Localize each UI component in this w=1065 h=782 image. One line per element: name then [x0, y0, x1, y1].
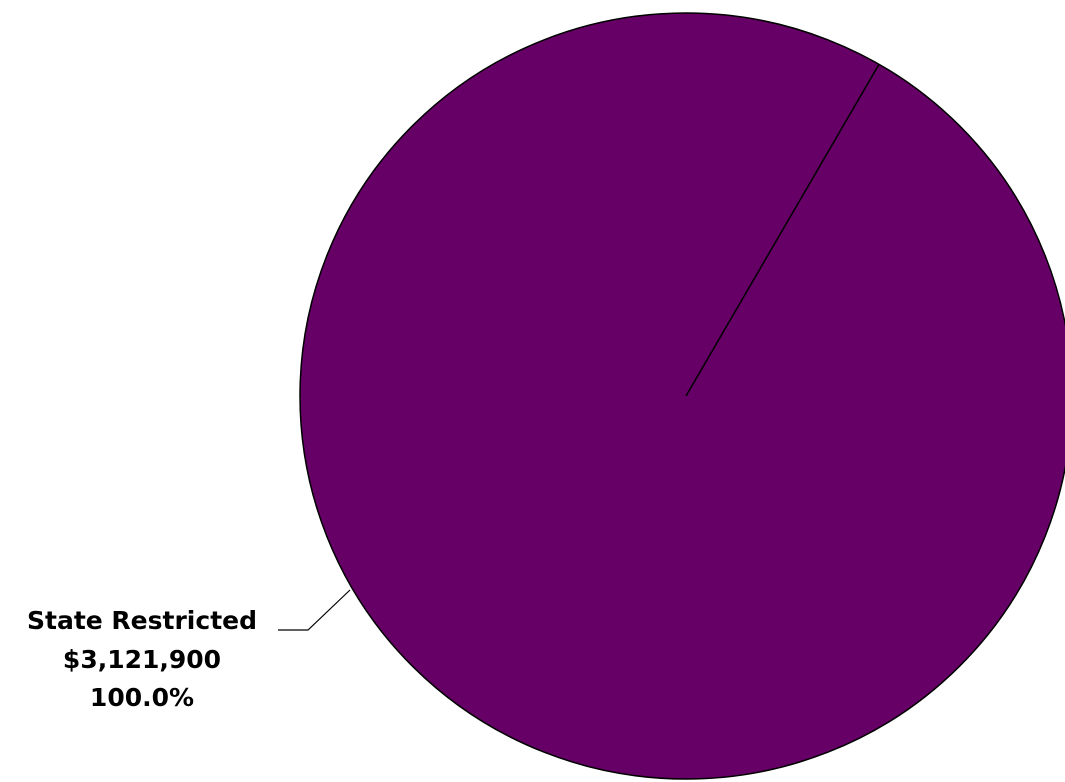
slice-label-value: $3,121,900 [63, 645, 221, 674]
pie-slices [299, 12, 1065, 780]
slice-boundary-line [685, 63, 880, 397]
slice-label-percent: 100.0% [90, 683, 194, 712]
pie-slice-0 [299, 12, 1065, 780]
slice-leader-line [278, 589, 351, 631]
slice-label-name: State Restricted [27, 606, 257, 635]
